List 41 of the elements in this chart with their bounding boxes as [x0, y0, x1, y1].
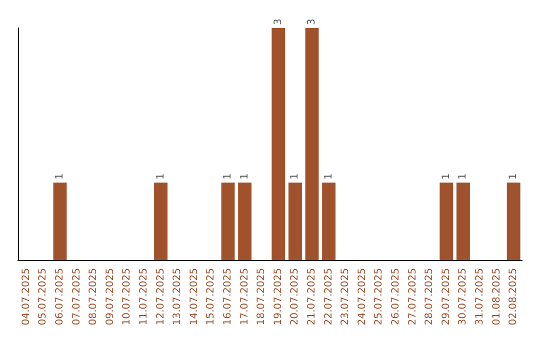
x-tick-label: 06.07.2025: [54, 268, 66, 326]
x-tick-label: 25.07.2025: [374, 268, 385, 326]
x-tick-label: 01.08.2025: [491, 268, 502, 326]
data-label: 1: [54, 173, 66, 180]
x-tick-label: 30.07.2025: [458, 268, 469, 326]
x-tick-label: 02.08.2025: [508, 268, 520, 326]
x-tick-label: 21.07.2025: [306, 268, 318, 326]
x-tick-label: 08.07.2025: [88, 268, 100, 326]
x-tick-label: 26.07.2025: [390, 268, 402, 326]
data-label: 1: [155, 173, 166, 180]
x-tick-label: 17.07.2025: [239, 268, 250, 326]
data-label: 1: [440, 173, 452, 180]
x-tick-label: 22.07.2025: [323, 268, 334, 326]
x-tick-label: 13.07.2025: [172, 268, 184, 326]
data-label: 1: [290, 173, 301, 180]
data-label: 3: [306, 18, 318, 25]
x-tick-label: 24.07.2025: [356, 268, 368, 326]
x-tick-label: 19.07.2025: [272, 268, 284, 326]
x-tick-label: 11.07.2025: [138, 268, 150, 326]
x-tick-label: 09.07.2025: [104, 268, 116, 326]
x-tick-label: 29.07.2025: [440, 268, 452, 326]
x-tick-label: 16.07.2025: [222, 268, 234, 326]
x-tick-label: 20.07.2025: [290, 268, 301, 326]
x-tick-label: 15.07.2025: [206, 268, 217, 326]
x-tick-label: 12.07.2025: [155, 268, 166, 326]
x-tick-label: 07.07.2025: [71, 268, 82, 326]
x-tick-label: 23.07.2025: [340, 268, 352, 326]
x-tick-label: 10.07.2025: [122, 268, 133, 326]
data-label: 1: [508, 173, 520, 180]
x-tick-label: 14.07.2025: [188, 268, 200, 326]
x-tick-label: 27.07.2025: [407, 268, 418, 326]
data-label: 1: [222, 173, 234, 180]
data-label: 1: [458, 173, 469, 180]
x-tick-label: 05.07.2025: [38, 268, 49, 326]
data-label: 3: [272, 18, 284, 25]
x-tick-label: 28.07.2025: [424, 268, 436, 326]
x-tick-label: 18.07.2025: [256, 268, 268, 326]
x-tick-label: 31.07.2025: [474, 268, 486, 326]
x-tick-label: 04.07.2025: [20, 268, 32, 326]
data-label: 1: [239, 173, 250, 180]
data-label: 1: [323, 173, 334, 180]
